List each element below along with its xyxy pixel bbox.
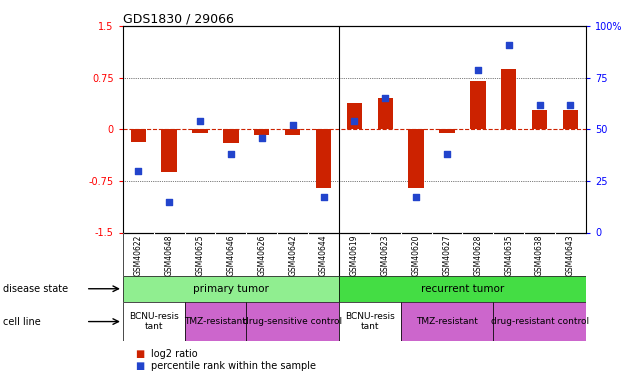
Bar: [123, 302, 185, 341]
Text: GSM40626: GSM40626: [257, 235, 266, 276]
Bar: [339, 276, 586, 302]
Bar: [185, 302, 246, 341]
Point: [257, 135, 267, 141]
Text: cell line: cell line: [3, 317, 41, 327]
Text: ■: ■: [135, 350, 145, 359]
Bar: [346, 103, 362, 129]
Bar: [130, 129, 146, 142]
Text: GSM40619: GSM40619: [350, 235, 359, 276]
Point: [195, 118, 205, 124]
Text: GSM40648: GSM40648: [164, 235, 174, 276]
Bar: [493, 302, 586, 341]
Bar: [123, 276, 339, 302]
Point: [472, 67, 483, 73]
Bar: [223, 129, 239, 143]
Text: GSM40625: GSM40625: [195, 235, 205, 276]
Text: GDS1830 / 29066: GDS1830 / 29066: [123, 12, 234, 25]
Bar: [563, 110, 578, 129]
Text: GSM40622: GSM40622: [134, 235, 143, 276]
Bar: [408, 129, 424, 188]
Text: GSM40620: GSM40620: [411, 235, 421, 276]
Text: BCNU-resis
tant: BCNU-resis tant: [345, 312, 394, 331]
Point: [411, 194, 421, 200]
Bar: [401, 302, 493, 341]
Point: [381, 96, 391, 102]
Text: primary tumor: primary tumor: [193, 284, 269, 294]
Text: TMZ-resistant: TMZ-resistant: [185, 317, 246, 326]
Text: GSM40643: GSM40643: [566, 235, 575, 276]
Text: percentile rank within the sample: percentile rank within the sample: [151, 361, 316, 370]
Text: GSM40623: GSM40623: [381, 235, 390, 276]
Text: log2 ratio: log2 ratio: [151, 350, 198, 359]
Bar: [532, 110, 547, 129]
Bar: [254, 129, 270, 135]
Point: [319, 194, 329, 200]
Bar: [470, 81, 486, 129]
Text: GSM40627: GSM40627: [442, 235, 452, 276]
Bar: [339, 302, 401, 341]
Point: [226, 151, 236, 157]
Bar: [439, 129, 455, 133]
Bar: [246, 302, 339, 341]
Text: GSM40642: GSM40642: [288, 235, 297, 276]
Text: GSM40635: GSM40635: [504, 235, 513, 276]
Point: [566, 102, 576, 108]
Text: ■: ■: [135, 361, 145, 370]
Text: drug-resistant control: drug-resistant control: [491, 317, 588, 326]
Text: drug-sensitive control: drug-sensitive control: [243, 317, 342, 326]
Bar: [501, 69, 517, 129]
Bar: [161, 129, 177, 172]
Bar: [192, 129, 208, 133]
Point: [288, 122, 298, 128]
Bar: [316, 129, 331, 188]
Bar: [377, 99, 393, 129]
Point: [164, 199, 175, 205]
Point: [534, 102, 544, 108]
Text: disease state: disease state: [3, 284, 68, 294]
Point: [442, 151, 452, 157]
Text: GSM40646: GSM40646: [226, 235, 236, 276]
Text: recurrent tumor: recurrent tumor: [421, 284, 504, 294]
Point: [350, 118, 360, 124]
Text: BCNU-resis
tant: BCNU-resis tant: [129, 312, 178, 331]
Text: GSM40638: GSM40638: [535, 235, 544, 276]
Point: [134, 168, 144, 174]
Text: GSM40628: GSM40628: [473, 235, 483, 276]
Text: GSM40644: GSM40644: [319, 235, 328, 276]
Point: [504, 42, 514, 48]
Text: TMZ-resistant: TMZ-resistant: [416, 317, 478, 326]
Bar: [285, 129, 301, 135]
